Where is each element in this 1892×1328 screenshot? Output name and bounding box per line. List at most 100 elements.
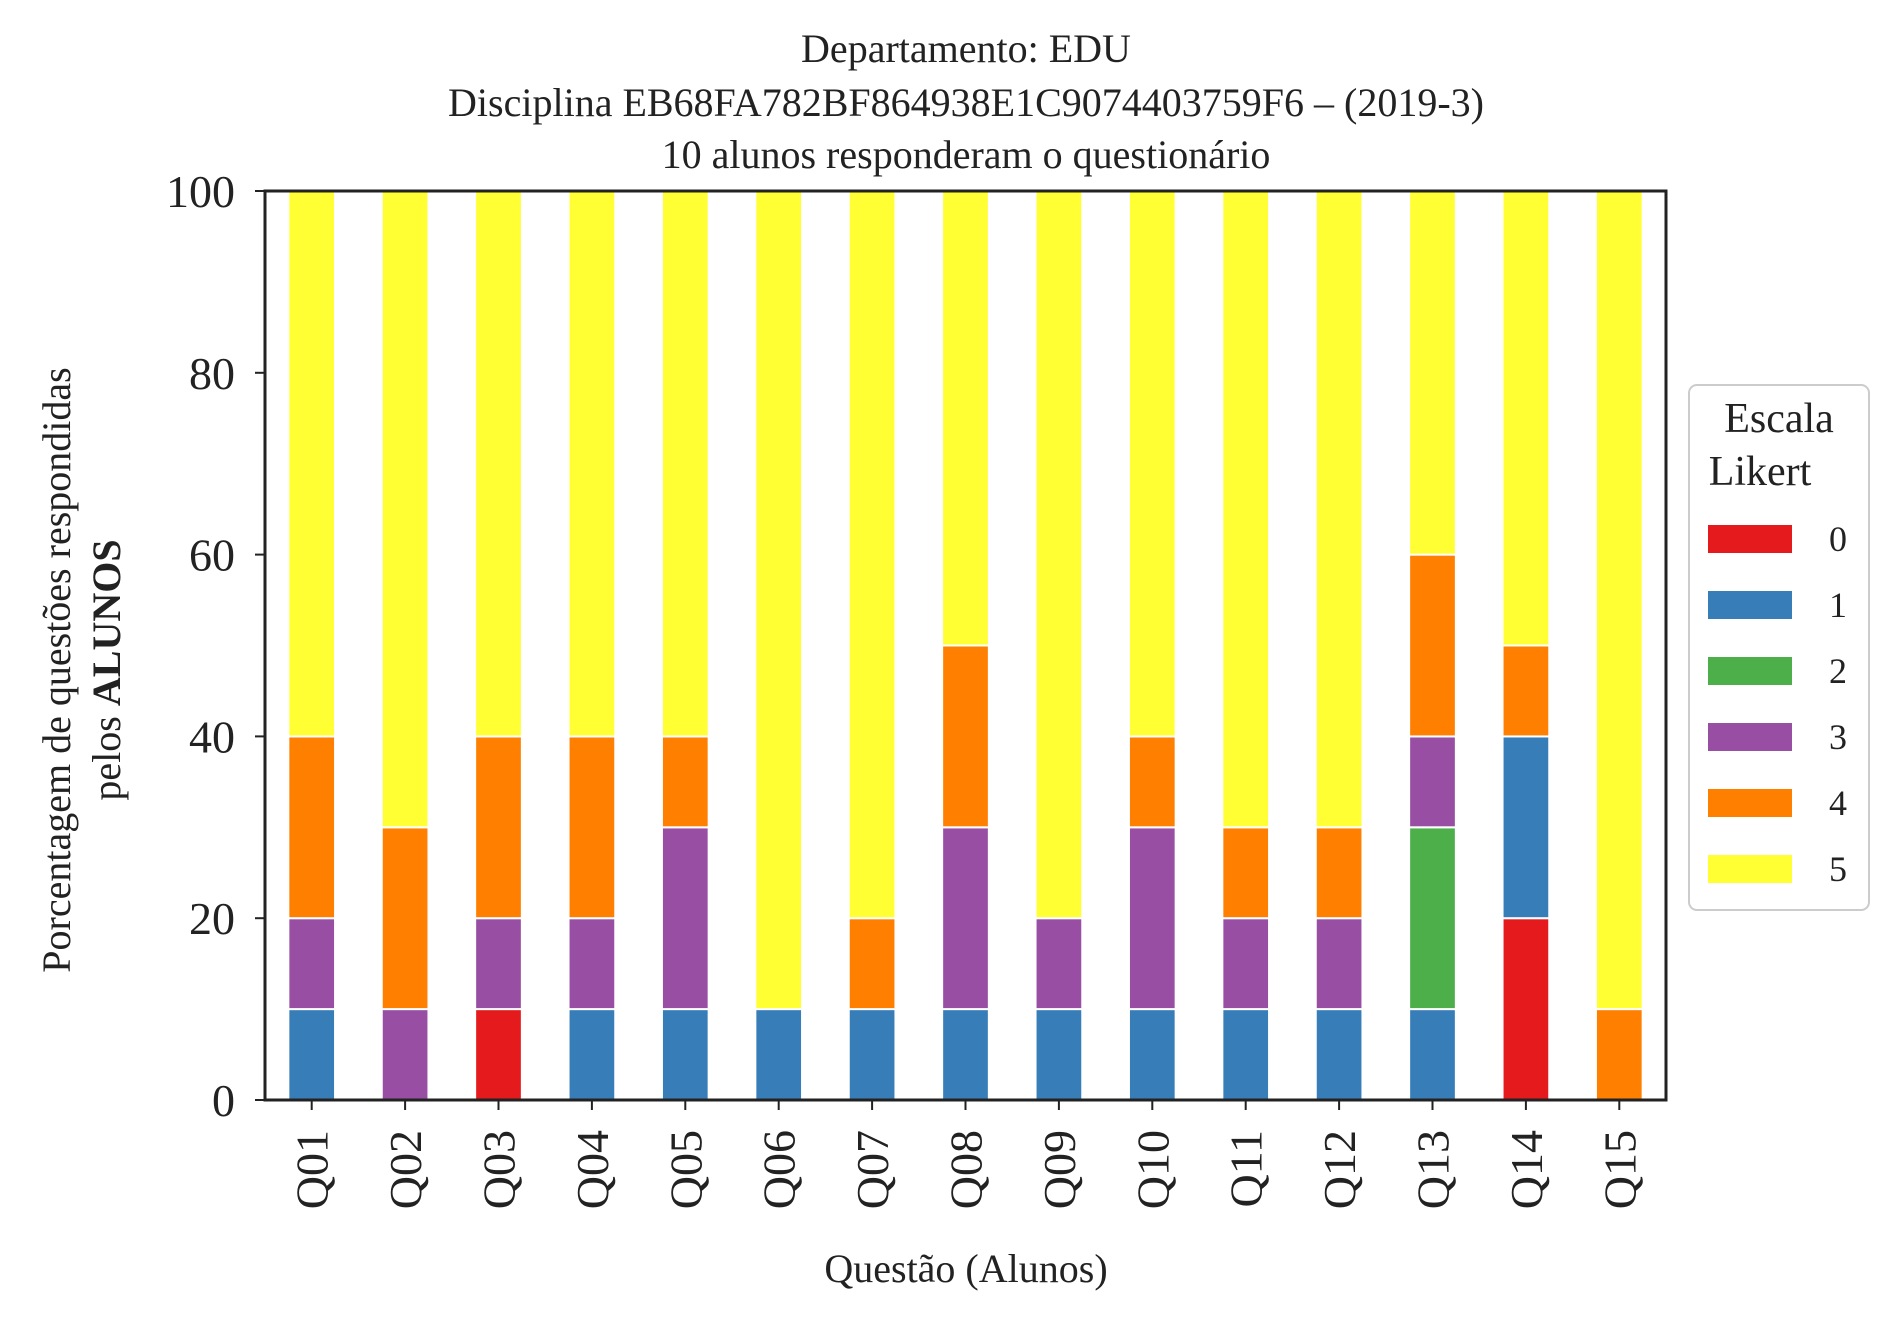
bar-segment-q04-level-5	[567, 190, 617, 738]
bar-segment-q01-level-1	[287, 1008, 337, 1101]
y-tick-label: 0	[212, 1075, 235, 1126]
bar-segment-q11-level-5	[1221, 190, 1271, 829]
y-tick-label: 20	[189, 893, 235, 944]
bar-segment-q07-level-1	[847, 1008, 897, 1101]
legend: Escala Likert 0 1 2 3 4 5	[1688, 384, 1870, 911]
x-tick-label-q09: Q09	[1034, 1130, 1085, 1209]
legend-swatch-1	[1708, 591, 1792, 619]
x-tick-label-q10: Q10	[1127, 1130, 1178, 1209]
bar-segment-q14-level-1	[1501, 735, 1551, 920]
plot-frame	[263, 189, 1668, 1102]
bar-segment-q08-level-5	[941, 190, 990, 647]
bar-segment-q01-level-5	[287, 190, 337, 738]
bar-segment-q13-level-4	[1408, 553, 1457, 738]
bar-segment-q15-level-4	[1594, 1008, 1644, 1101]
bar-segment-q02-level-4	[380, 826, 430, 1011]
bar-segment-q10-level-4	[1127, 735, 1177, 829]
bar-segment-q08-level-4	[941, 644, 990, 829]
bar-segment-q02-level-5	[380, 190, 430, 829]
chart-title-line-1: Departamento: EDU	[801, 26, 1131, 71]
x-tick-label-q12: Q12	[1314, 1130, 1365, 1209]
y-tick-label: 100	[166, 166, 235, 217]
chart-title: Departamento: EDU Disciplina EB68FA782BF…	[448, 26, 1484, 177]
bar-segment-q06-level-5	[754, 190, 804, 1011]
x-tick-label-q13: Q13	[1408, 1130, 1459, 1209]
bar-segment-q07-level-4	[847, 917, 897, 1011]
y-axis-label-line-1: Porcentagem de questões respondidas	[34, 367, 79, 972]
legend-items: 0 1 2 3 4 5	[1708, 519, 1847, 889]
legend-label-3: 3	[1829, 717, 1847, 757]
y-axis-label-line-2: pelos ALUNOS	[84, 539, 129, 800]
bar-segment-q04-level-1	[567, 1008, 617, 1101]
bar-segment-q05-level-4	[660, 735, 710, 829]
x-tick-label-q11: Q11	[1221, 1130, 1272, 1208]
bar-segment-q04-level-3	[567, 917, 617, 1011]
bar-segment-q09-level-1	[1034, 1008, 1084, 1101]
chart-title-line-3: 10 alunos responderam o questionário	[662, 132, 1271, 177]
legend-label-5: 5	[1829, 849, 1847, 889]
bar-segment-q05-level-1	[660, 1008, 710, 1101]
bar-segment-q14-level-4	[1501, 644, 1551, 738]
bar-segment-q12-level-3	[1314, 917, 1364, 1011]
x-tick-label-q08: Q08	[941, 1130, 992, 1209]
legend-label-0: 0	[1829, 519, 1847, 559]
legend-label-2: 2	[1829, 651, 1847, 691]
bar-segment-q04-level-4	[567, 735, 617, 920]
bar-segment-q10-level-3	[1127, 826, 1177, 1011]
bar-segment-q01-level-4	[287, 735, 337, 920]
x-tick-label-q07: Q07	[847, 1130, 898, 1209]
x-tick-label-q06: Q06	[754, 1130, 805, 1209]
bar-segment-q03-level-4	[474, 735, 523, 920]
y-tick-label: 80	[189, 348, 235, 399]
bar-segment-q11-level-4	[1221, 826, 1271, 920]
y-axis-label: Porcentagem de questões respondidas pelo…	[34, 367, 129, 972]
legend-swatch-5	[1708, 855, 1792, 883]
bar-segment-q14-level-0	[1501, 917, 1551, 1102]
x-ticks-group: Q01 Q02 Q03 Q04 Q05 Q06 Q07 Q08 Q09 Q10 Q11 Q12 Q13 Q…	[287, 1100, 1645, 1209]
bar-segment-q05-level-5	[660, 190, 710, 738]
y-ticks-group: 0 20 40 60 80 100	[166, 166, 265, 1126]
bar-segment-q12-level-5	[1314, 190, 1364, 829]
x-tick-label-q02: Q02	[380, 1130, 431, 1209]
bar-segment-q09-level-5	[1034, 190, 1084, 920]
bars-group	[287, 190, 1644, 1102]
bar-segment-q10-level-1	[1127, 1008, 1177, 1101]
legend-swatch-4	[1708, 789, 1792, 817]
bar-segment-q12-level-4	[1314, 826, 1364, 920]
legend-label-1: 1	[1829, 585, 1847, 625]
legend-swatch-0	[1708, 525, 1792, 553]
bar-segment-q11-level-1	[1221, 1008, 1271, 1101]
bar-segment-q08-level-3	[941, 826, 990, 1011]
y-axis-label-bold: ALUNOS	[84, 539, 129, 706]
bar-segment-q01-level-3	[287, 917, 337, 1011]
bar-segment-q13-level-2	[1408, 826, 1457, 1011]
bar-segment-q14-level-5	[1501, 190, 1551, 647]
legend-title-line-2: Likert	[1709, 449, 1812, 495]
x-tick-label-q01: Q01	[287, 1130, 338, 1209]
bar-segment-q03-level-3	[474, 917, 523, 1011]
bar-segment-q09-level-3	[1034, 917, 1084, 1011]
bar-segment-q03-level-0	[474, 1008, 523, 1101]
bar-segment-q15-level-5	[1594, 190, 1644, 1011]
x-tick-label-q05: Q05	[660, 1130, 711, 1209]
legend-label-4: 4	[1829, 783, 1847, 823]
bar-segment-q12-level-1	[1314, 1008, 1364, 1101]
chart-title-line-2: Disciplina EB68FA782BF864938E1C907440375…	[448, 80, 1484, 125]
bar-segment-q10-level-5	[1127, 190, 1177, 738]
bar-segment-q03-level-5	[474, 190, 523, 738]
bar-segment-q06-level-1	[754, 1008, 804, 1101]
x-tick-label-q15: Q15	[1594, 1130, 1645, 1209]
y-tick-label: 60	[189, 530, 235, 581]
legend-box	[1688, 384, 1870, 911]
bar-segment-q02-level-3	[380, 1008, 430, 1101]
bar-segment-q08-level-1	[941, 1008, 990, 1101]
x-tick-label-q14: Q14	[1501, 1130, 1552, 1209]
bar-segment-q05-level-3	[660, 826, 710, 1011]
y-tick-label: 40	[189, 711, 235, 762]
x-tick-label-q03: Q03	[474, 1130, 525, 1209]
legend-swatch-2	[1708, 657, 1792, 685]
bar-segment-q11-level-3	[1221, 917, 1271, 1011]
legend-title-line-1: Escala	[1724, 396, 1834, 442]
x-axis-label: Questão (Alunos)	[824, 1246, 1107, 1291]
